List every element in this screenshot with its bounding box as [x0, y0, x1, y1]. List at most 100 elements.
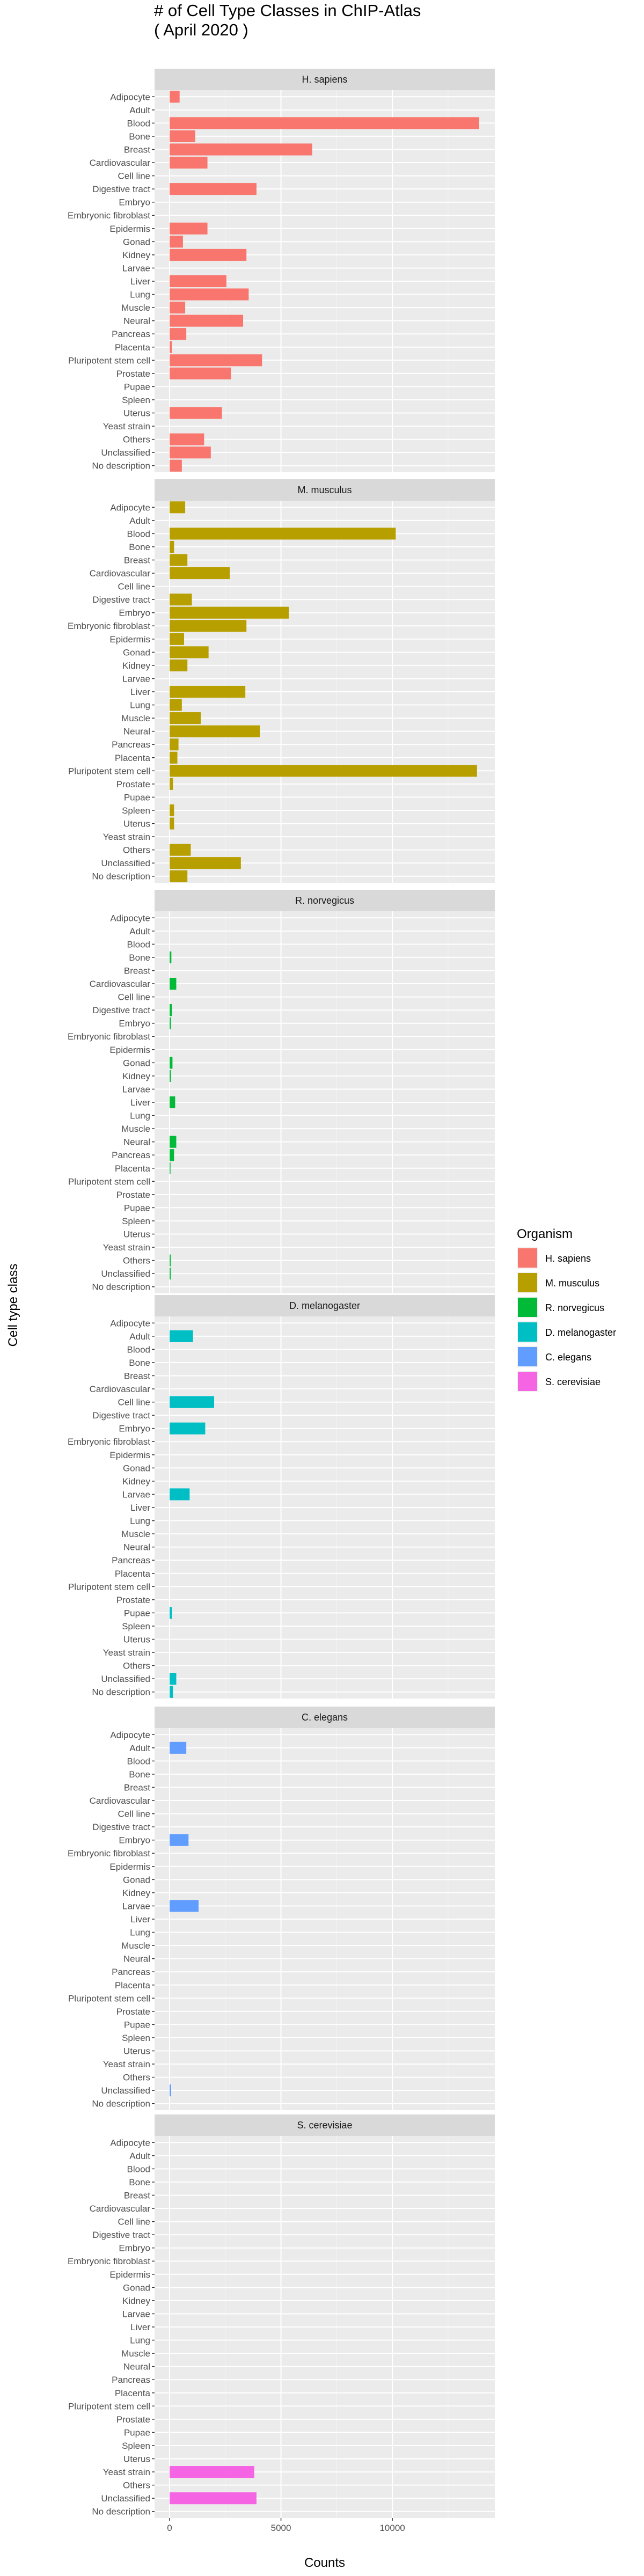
y-tick-label: Pupae	[124, 1608, 150, 1618]
y-tick-label: Blood	[127, 1756, 150, 1766]
y-tick-label: Digestive tract	[92, 1410, 150, 1421]
facet-strip-label: C. elegans	[302, 1712, 348, 1723]
y-tick-label: Breast	[124, 1782, 150, 1792]
y-tick-label: Embryonic fibroblast	[68, 1437, 150, 1447]
y-tick-label: Others	[123, 2073, 150, 2083]
bar	[170, 606, 289, 619]
bar	[170, 528, 396, 540]
y-tick-label: Pluripotent stem cell	[68, 1176, 150, 1187]
legend-label: C. elegans	[545, 1352, 591, 1363]
y-tick-label: Breast	[124, 144, 150, 155]
y-tick-label: Liver	[130, 2322, 150, 2332]
y-tick-label: Kidney	[122, 661, 150, 671]
bar	[170, 633, 184, 645]
bar	[170, 328, 187, 340]
bar	[170, 1096, 175, 1109]
y-tick-label: Adipocyte	[110, 502, 150, 513]
bar	[170, 1741, 187, 1754]
bar	[170, 1254, 171, 1267]
y-tick-label: Adult	[129, 105, 150, 115]
y-tick-label: Pluripotent stem cell	[68, 1582, 150, 1592]
bar	[170, 354, 262, 367]
bar	[170, 594, 192, 606]
bar	[170, 302, 186, 314]
bar	[170, 1057, 173, 1069]
x-tick-label: 10000	[379, 2523, 405, 2533]
y-tick-label: Pluripotent stem cell	[68, 355, 150, 365]
y-axis-title: Cell type class	[6, 1264, 20, 1347]
y-tick-label: Gonad	[123, 1058, 150, 1068]
y-tick-label: Liver	[130, 1097, 150, 1108]
facet-strip	[155, 2114, 495, 2136]
bar	[170, 659, 188, 671]
y-tick-label: Unclassified	[101, 448, 150, 458]
y-tick-label: Blood	[127, 2164, 150, 2174]
y-tick-label: Embryonic fibroblast	[68, 1848, 150, 1858]
y-tick-label: Pancreas	[112, 1967, 150, 1977]
y-tick-label: Epidermis	[109, 224, 150, 234]
y-tick-label: Prostate	[116, 2414, 150, 2425]
legend-label: R. norvegicus	[545, 1302, 604, 1313]
bar	[170, 646, 209, 658]
y-tick-label: Lung	[130, 1516, 150, 1526]
y-tick-label: Digestive tract	[92, 1822, 150, 1832]
y-tick-label: Placenta	[115, 2388, 151, 2398]
y-tick-label: Gonad	[123, 1875, 150, 1885]
y-tick-label: Spleen	[122, 2033, 150, 2043]
y-tick-label: Kidney	[122, 1888, 150, 1898]
bar	[170, 1396, 215, 1408]
bar	[170, 765, 477, 777]
y-tick-label: Pancreas	[112, 1555, 150, 1565]
y-tick-label: Lung	[130, 2336, 150, 2346]
legend-label: S. cerevisiae	[545, 1377, 601, 1387]
y-tick-label: Neural	[123, 1954, 150, 1964]
y-tick-label: Muscle	[121, 1124, 150, 1134]
y-tick-label: Kidney	[122, 250, 150, 260]
bar	[170, 1607, 172, 1619]
y-tick-label: Kidney	[122, 1476, 150, 1487]
y-tick-label: Bone	[129, 1769, 150, 1780]
facet-strip	[155, 479, 495, 501]
y-tick-label: Embryonic fibroblast	[68, 621, 150, 631]
bar	[170, 1422, 206, 1435]
y-tick-label: Digestive tract	[92, 595, 150, 605]
y-tick-label: Cell line	[118, 992, 150, 1002]
y-tick-label: Breast	[124, 965, 150, 976]
y-tick-label: Digestive tract	[92, 1005, 150, 1015]
y-tick-label: Embryo	[119, 1019, 150, 1029]
y-tick-label: Epidermis	[109, 1045, 150, 1055]
y-tick-label: Cardiovascular	[90, 568, 151, 579]
y-tick-label: Prostate	[116, 1595, 150, 1605]
y-tick-label: Cardiovascular	[90, 2204, 151, 2214]
y-tick-label: Pupae	[124, 792, 150, 802]
legend-label: H. sapiens	[545, 1253, 591, 1264]
y-tick-label: Placenta	[115, 753, 151, 763]
bar	[170, 407, 222, 419]
y-tick-label: Muscle	[121, 303, 150, 313]
facet-strip-label: R. norvegicus	[295, 895, 354, 906]
legend-swatch	[518, 1248, 537, 1268]
x-axis-title: Counts	[304, 2556, 345, 2570]
y-tick-label: Yeast strain	[103, 1648, 150, 1658]
y-tick-label: Pupae	[124, 2019, 150, 2030]
y-tick-label: Cell line	[118, 171, 150, 181]
bar	[170, 447, 211, 459]
y-tick-label: Embryonic fibroblast	[68, 1031, 150, 1042]
legend-label: D. melanogaster	[545, 1327, 616, 1338]
bar	[170, 288, 249, 301]
y-tick-label: Cardiovascular	[90, 1796, 151, 1806]
y-tick-label: Pupae	[124, 2427, 150, 2438]
y-tick-label: Cardiovascular	[90, 158, 151, 168]
bar	[170, 620, 247, 632]
legend-swatch	[518, 1298, 537, 1317]
bar	[170, 501, 186, 514]
y-tick-label: Larvae	[122, 2309, 150, 2319]
y-tick-label: Adipocyte	[110, 2138, 150, 2148]
y-tick-label: Bone	[129, 2177, 150, 2187]
legend-title: Organism	[517, 1227, 573, 1241]
y-tick-label: Breast	[124, 555, 150, 565]
y-tick-label: Placenta	[115, 342, 151, 353]
y-tick-label: Embryo	[119, 1835, 150, 1846]
y-tick-label: Blood	[127, 118, 150, 128]
